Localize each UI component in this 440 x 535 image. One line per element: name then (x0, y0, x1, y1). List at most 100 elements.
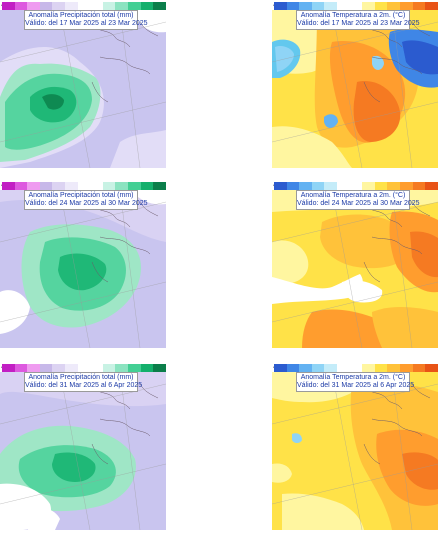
legend-swatch (39, 182, 53, 190)
map-title: Anomalía Precipitación total (mm) (28, 192, 134, 199)
legend-swatch (65, 182, 78, 190)
legend-swatch (140, 2, 154, 10)
legend-swatch (337, 364, 350, 372)
legend-swatch (362, 364, 375, 372)
legend-description: ecmf Base Time: Thursday 13 March 2025 0… (0, 364, 2, 372)
legend-swatch (102, 364, 116, 372)
legend-swatch (65, 364, 78, 372)
legend-swatch (425, 2, 438, 10)
legend-swatch (387, 182, 401, 190)
legend-swatch (311, 182, 325, 190)
legend-swatch (349, 364, 363, 372)
color-legend-bar: ecmf Base Time: Thursday 13 March 2025 0… (0, 2, 166, 10)
legend-swatch (153, 364, 166, 372)
legend-swatch (14, 182, 28, 190)
map-validity-dates: Válido: del 24 Mar 2025 al 30 Mar 2025 (297, 200, 420, 207)
map-title-box: Anomalía Precipitación total (mm) Válido… (24, 372, 143, 392)
color-legend-bar: ecmf Base Time: Thursday 13 March 2025 0… (272, 2, 438, 10)
precip-map-graphic (0, 371, 166, 530)
legend-swatch (77, 182, 91, 190)
color-legend-bar: ecmf Base Time: Thursday 13 March 2025 0… (272, 182, 438, 190)
map-title-box: Anomalía Temperatura a 2m. (°C) Válido: … (296, 190, 420, 210)
legend-swatch (90, 182, 103, 190)
temp-map-graphic (272, 371, 438, 530)
legend-swatch (153, 182, 166, 190)
legend-swatch (14, 2, 28, 10)
temp-anomaly-map-week3: ecmf Base Time: Thursday 13 March 2025 0… (272, 364, 438, 530)
legend-swatch (387, 2, 401, 10)
legend-swatch (14, 364, 28, 372)
legend-swatch (286, 182, 300, 190)
map-validity-dates: Válido: del 31 Mar 2025 al 6 Apr 2025 (25, 382, 143, 389)
temp-anomaly-map-week2: ecmf Base Time: Thursday 13 March 2025 0… (272, 182, 438, 348)
legend-swatch (412, 182, 426, 190)
map-validity-dates: Válido: del 17 Mar 2025 al 23 Mar 2025 (25, 20, 148, 27)
legend-swatch (374, 182, 388, 190)
legend-swatch (153, 2, 166, 10)
legend-swatch (374, 2, 388, 10)
legend-description: ecmf Base Time: Thursday 13 March 2025 0… (0, 182, 2, 190)
legend-swatch (2, 364, 15, 372)
legend-swatch (311, 364, 325, 372)
legend-swatch (102, 182, 116, 190)
map-title-box: Anomalía Precipitación total (mm) Válido… (24, 190, 148, 210)
legend-swatch (400, 2, 413, 10)
map-title-box: Anomalía Temperatura a 2m. (°C) Válido: … (296, 372, 415, 392)
legend-swatch (324, 364, 338, 372)
map-title-box: Anomalía Precipitación total (mm) Válido… (24, 10, 148, 30)
legend-swatch (102, 2, 116, 10)
map-title: Anomalía Temperatura a 2m. (°C) (300, 374, 406, 381)
legend-swatch (400, 182, 413, 190)
legend-swatch (27, 364, 40, 372)
legend-swatch (412, 2, 426, 10)
legend-swatch (52, 2, 66, 10)
legend-swatch (337, 2, 350, 10)
precip-anomaly-map-week3: ecmf Base Time: Thursday 13 March 2025 0… (0, 364, 166, 530)
legend-swatch (311, 2, 325, 10)
precip-map-graphic (0, 189, 166, 348)
legend-swatch (27, 2, 40, 10)
legend-swatch (362, 2, 375, 10)
legend-swatch (90, 2, 103, 10)
legend-swatch (425, 182, 438, 190)
legend-swatch (349, 2, 363, 10)
legend-swatch (90, 364, 103, 372)
legend-swatch (412, 364, 426, 372)
legend-swatch (286, 2, 300, 10)
legend-swatch (115, 182, 129, 190)
legend-swatch (128, 364, 141, 372)
legend-swatch (362, 182, 375, 190)
temp-anomaly-map-week1: ecmf Base Time: Thursday 13 March 2025 0… (272, 2, 438, 168)
legend-swatch (77, 2, 91, 10)
legend-swatch (140, 182, 154, 190)
legend-description: ecmf Base Time: Thursday 13 March 2025 0… (272, 364, 274, 372)
map-validity-dates: Válido: del 31 Mar 2025 al 6 Apr 2025 (297, 382, 415, 389)
map-title: Anomalía Precipitación total (mm) (28, 374, 134, 381)
legend-description: ecmf Base Time: Thursday 13 March 2025 0… (0, 2, 2, 10)
map-title: Anomalía Precipitación total (mm) (28, 12, 134, 19)
color-legend-bar: ecmf Base Time: Thursday 13 March 2025 0… (272, 364, 438, 372)
legend-swatch (349, 182, 363, 190)
precip-map-graphic (0, 9, 166, 168)
legend-swatch (299, 364, 312, 372)
legend-swatch (387, 364, 401, 372)
precip-anomaly-map-week1: ecmf Base Time: Thursday 13 March 2025 0… (0, 2, 166, 168)
map-title-box: Anomalía Temperatura a 2m. (°C) Válido: … (296, 10, 420, 30)
legend-swatch (274, 2, 287, 10)
legend-description: ecmf Base Time: Thursday 13 March 2025 0… (272, 2, 274, 10)
legend-swatch (299, 182, 312, 190)
map-title: Anomalía Temperatura a 2m. (°C) (300, 12, 406, 19)
legend-swatch (425, 364, 438, 372)
legend-swatch (2, 182, 15, 190)
legend-swatch (27, 182, 40, 190)
legend-swatch (39, 364, 53, 372)
legend-swatch (115, 364, 129, 372)
legend-swatch (274, 364, 287, 372)
legend-swatch (374, 364, 388, 372)
color-legend-bar: ecmf Base Time: Thursday 13 March 2025 0… (0, 364, 166, 372)
map-validity-dates: Válido: del 17 Mar 2025 al 23 Mar 2025 (297, 20, 420, 27)
map-title: Anomalía Temperatura a 2m. (°C) (300, 192, 406, 199)
legend-swatch (286, 364, 300, 372)
map-validity-dates: Válido: del 24 Mar 2025 al 30 Mar 2025 (25, 200, 148, 207)
legend-description: ecmf Base Time: Thursday 13 March 2025 0… (272, 182, 274, 190)
